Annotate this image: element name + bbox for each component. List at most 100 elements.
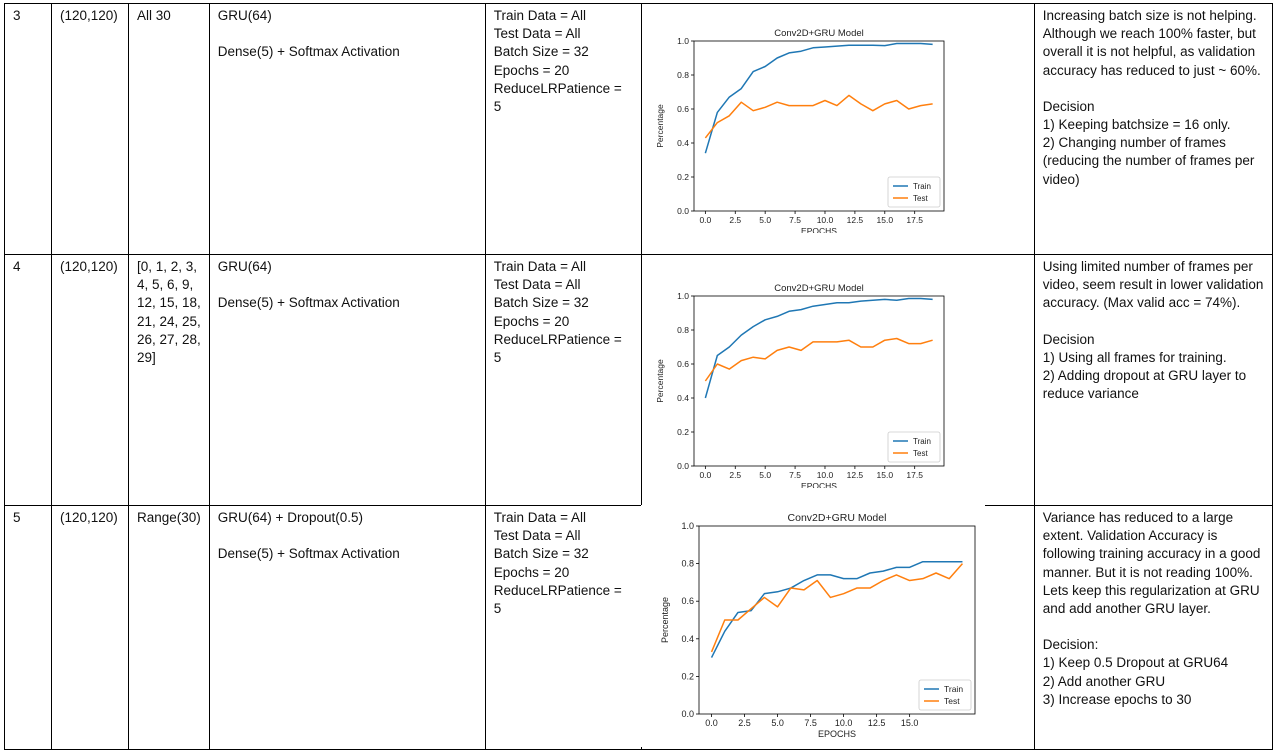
model-layer: GRU(64) bbox=[217, 259, 272, 274]
series-line-test bbox=[710, 563, 964, 653]
model-cell: GRU(64) Dense(5) + Softmax Activation bbox=[208, 254, 486, 506]
y-axis-label: Percentage bbox=[655, 104, 665, 148]
chart-title: Conv2D+GRU Model bbox=[774, 28, 864, 39]
observation-text: Increasing batch size is not helping. Al… bbox=[1042, 8, 1261, 78]
x-tick-label: 0.0 bbox=[699, 470, 711, 480]
frames: [0, 1, 2, 3, 4, 5, 6, 9, 12, 15, 18, 21,… bbox=[128, 254, 210, 506]
series-line-train bbox=[704, 297, 933, 399]
x-tick-label: 17.5 bbox=[906, 470, 923, 480]
x-tick-label: 0.0 bbox=[699, 215, 711, 225]
x-tick-label: 15.0 bbox=[876, 470, 893, 480]
legend-label: Train bbox=[944, 684, 963, 694]
series-line-test bbox=[704, 337, 933, 382]
x-tick-label: 15.0 bbox=[901, 718, 919, 728]
y-tick-label: 0.8 bbox=[677, 70, 689, 80]
table-row: 4 (120,120) [0, 1, 2, 3, 4, 5, 6, 9, 12,… bbox=[4, 254, 1273, 506]
hyperparameters: Train Data = All Test Data = All Batch S… bbox=[484, 254, 642, 506]
y-tick-label: 0.0 bbox=[677, 206, 689, 216]
model-layer: GRU(64) bbox=[217, 8, 272, 23]
model-layer: Dense(5) + Softmax Activation bbox=[217, 546, 400, 562]
observation-text: Variance has reduced to a large extent. … bbox=[1042, 510, 1261, 617]
x-tick-label: 12.5 bbox=[868, 718, 886, 728]
y-tick-label: 0.2 bbox=[677, 427, 689, 437]
chart-cell: Conv2D+GRU Model 0.0 0.2 0.4 0.6 0.8 1.0 0.0 2.5… bbox=[640, 3, 1035, 255]
x-tick-label: 12.5 bbox=[846, 470, 863, 480]
y-tick-label: 1.0 bbox=[681, 521, 694, 531]
x-tick-label: 0.0 bbox=[705, 718, 718, 728]
input-size: (120,120) bbox=[51, 505, 129, 750]
y-tick-label: 1.0 bbox=[677, 36, 689, 46]
y-tick-label: 0.2 bbox=[677, 172, 689, 182]
legend-label: Test bbox=[913, 449, 928, 458]
y-tick-label: 0.8 bbox=[677, 325, 689, 335]
y-tick-label: 0.8 bbox=[681, 559, 694, 569]
chart-cell: Conv2D+GRU Model 0.0 0.2 0.4 0.6 0.8 1.0 0.0 2.5… bbox=[640, 254, 1035, 506]
training-chart: Conv2D+GRU Model 0.0 0.2 0.4 0.6 0.8 1.0 0.0 2.5… bbox=[655, 28, 945, 233]
x-tick-label: 10.0 bbox=[817, 470, 834, 480]
model-layer: Dense(5) + Softmax Activation bbox=[217, 44, 400, 60]
notes-cell: Variance has reduced to a large extent. … bbox=[1033, 505, 1273, 750]
input-size: (120,120) bbox=[51, 254, 129, 506]
y-tick-label: 0.6 bbox=[681, 596, 694, 606]
x-axis-label: EPOCHS bbox=[801, 226, 837, 233]
y-tick-label: 1.0 bbox=[677, 291, 689, 301]
model-cell: GRU(64) + Dropout(0.5) Dense(5) + Softma… bbox=[208, 505, 486, 750]
y-tick-label: 0.0 bbox=[681, 709, 694, 719]
experiment-number: 4 bbox=[4, 254, 52, 506]
legend-box bbox=[918, 679, 972, 711]
y-axis-label: Percentage bbox=[655, 359, 665, 403]
legend-box bbox=[887, 431, 941, 463]
x-tick-label: 5.0 bbox=[759, 470, 771, 480]
hyperparameters: Train Data = All Test Data = All Batch S… bbox=[484, 505, 642, 750]
y-tick-label: 0.6 bbox=[677, 104, 689, 114]
model-layer: Dense(5) + Softmax Activation bbox=[217, 295, 400, 311]
y-axis-label: Percentage bbox=[660, 597, 670, 643]
x-axis-label: EPOCHS bbox=[801, 481, 837, 488]
input-size: (120,120) bbox=[51, 3, 129, 255]
decision-text: Decision: 1) Keep 0.5 Dropout at GRU64 2… bbox=[1042, 637, 1229, 707]
legend-label: Test bbox=[913, 194, 928, 203]
y-tick-label: 0.4 bbox=[677, 393, 689, 403]
experiment-table: 3 (120,120) All 30 GRU(64) Dense(5) + So… bbox=[4, 3, 1273, 750]
y-tick-label: 0.4 bbox=[681, 634, 694, 644]
x-tick-label: 2.5 bbox=[738, 718, 751, 728]
x-tick-label: 5.0 bbox=[759, 215, 771, 225]
notes-cell: Increasing batch size is not helping. Al… bbox=[1033, 3, 1273, 255]
legend-label: Train bbox=[913, 437, 931, 446]
legend-label: Test bbox=[944, 696, 960, 706]
x-tick-label: 10.0 bbox=[835, 718, 853, 728]
x-tick-label: 7.5 bbox=[789, 470, 801, 480]
hyperparameters: Train Data = All Test Data = All Batch S… bbox=[484, 3, 642, 255]
decision-text: Decision 1) Keeping batchsize = 16 only.… bbox=[1042, 98, 1255, 187]
chart-title: Conv2D+GRU Model bbox=[774, 283, 864, 294]
frames: All 30 bbox=[128, 3, 210, 255]
x-tick-label: 17.5 bbox=[906, 215, 923, 225]
model-cell: GRU(64) Dense(5) + Softmax Activation bbox=[208, 3, 486, 255]
decision-text: Decision 1) Using all frames for trainin… bbox=[1042, 331, 1247, 402]
legend-box bbox=[887, 176, 941, 208]
table-row: 5 (120,120) Range(30) GRU(64) + Dropout(… bbox=[4, 505, 1273, 750]
legend-label: Train bbox=[913, 182, 931, 191]
x-tick-label: 15.0 bbox=[876, 215, 893, 225]
table-row: 3 (120,120) All 30 GRU(64) Dense(5) + So… bbox=[4, 3, 1273, 255]
y-tick-label: 0.0 bbox=[677, 461, 689, 471]
frames: Range(30) bbox=[128, 505, 210, 750]
training-chart: Conv2D+GRU Model 0.0 0.2 0.4 0.6 0.8 1.0 0.0 2.5… bbox=[660, 512, 976, 739]
x-axis-label: EPOCHS bbox=[818, 729, 856, 739]
x-tick-label: 2.5 bbox=[729, 470, 741, 480]
training-chart: Conv2D+GRU Model 0.0 0.2 0.4 0.6 0.8 1.0 0.0 2.5… bbox=[655, 283, 945, 488]
chart-title: Conv2D+GRU Model bbox=[788, 512, 887, 524]
x-tick-label: 10.0 bbox=[817, 215, 834, 225]
experiment-number: 5 bbox=[4, 505, 52, 750]
x-tick-label: 7.5 bbox=[789, 215, 801, 225]
x-tick-label: 12.5 bbox=[846, 215, 863, 225]
series-line-train bbox=[704, 42, 933, 154]
x-tick-label: 2.5 bbox=[729, 215, 741, 225]
model-layer: GRU(64) + Dropout(0.5) bbox=[217, 510, 363, 525]
y-tick-label: 0.2 bbox=[681, 671, 694, 681]
series-line-test bbox=[704, 94, 933, 139]
experiment-number: 3 bbox=[4, 3, 52, 255]
y-tick-label: 0.6 bbox=[677, 359, 689, 369]
x-tick-label: 5.0 bbox=[771, 718, 784, 728]
y-tick-label: 0.4 bbox=[677, 138, 689, 148]
